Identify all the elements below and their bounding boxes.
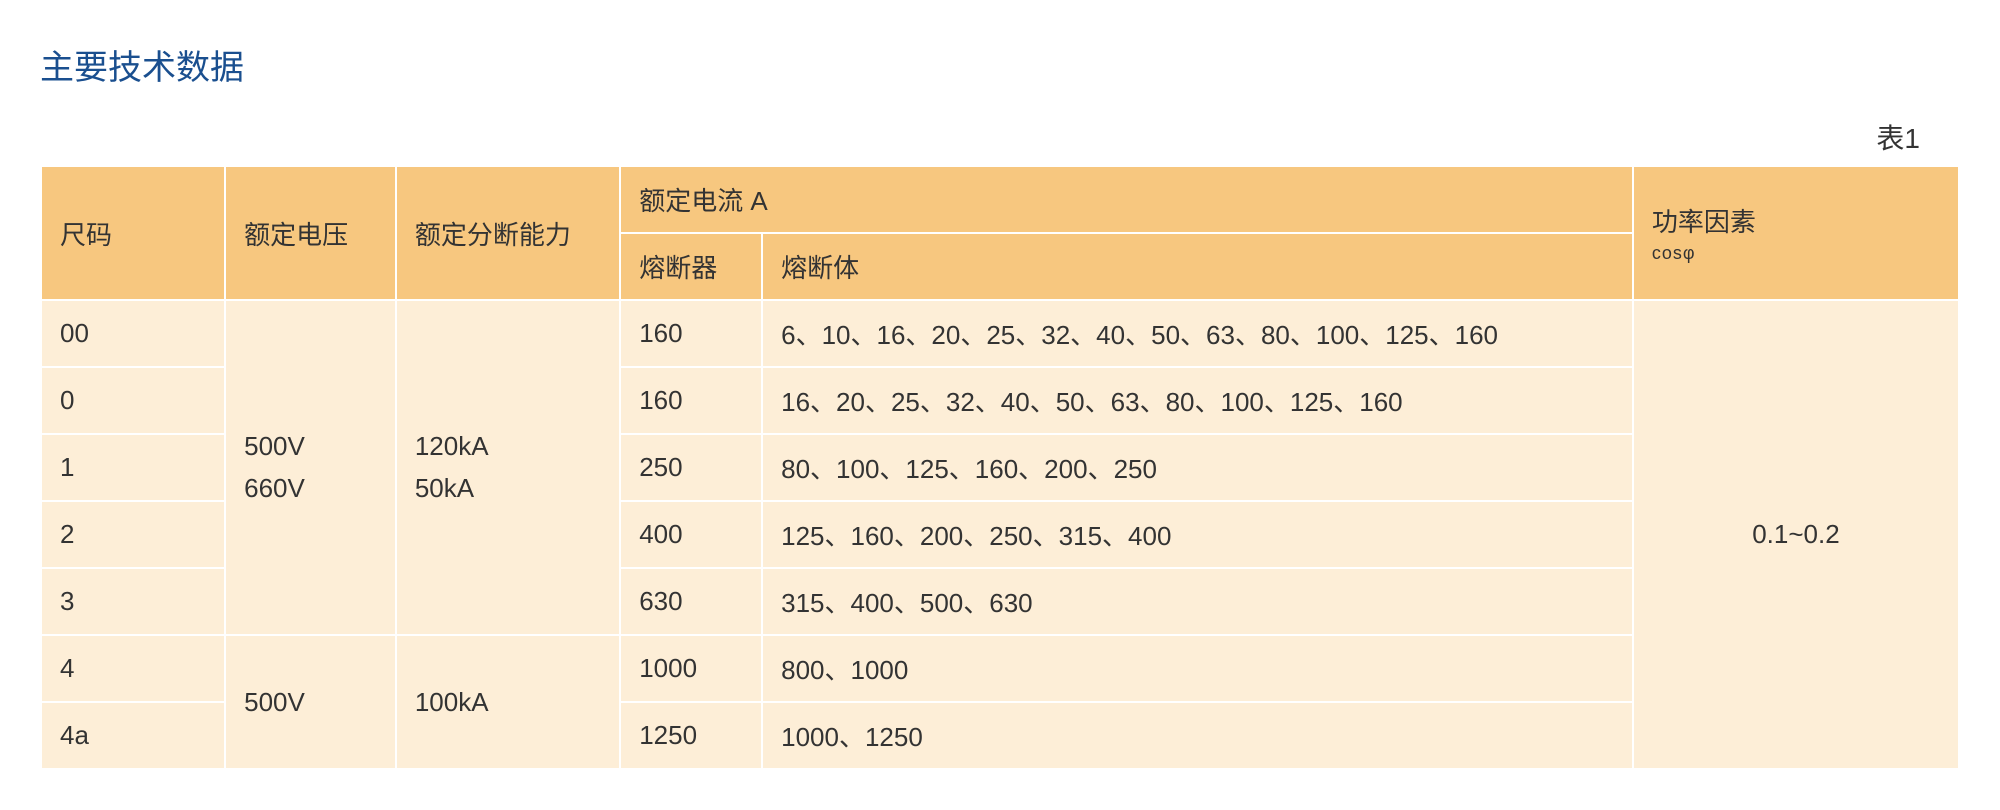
cell-fuse-body: 6、10、16、20、25、32、40、50、63、80、100、125、160 [762,300,1633,367]
th-fuse-body: 熔断体 [762,233,1633,300]
section-title: 主要技术数据 [40,40,1960,89]
cell-breaking-block2: 100kA [396,635,620,769]
cell-fuse-body: 315、400、500、630 [762,568,1633,635]
cell-fuse-body: 800、1000 [762,635,1633,702]
spec-table: 尺码 额定电压 额定分断能力 额定电流 A 功率因素 cosφ 熔断器 熔断体 … [40,165,1960,770]
cell-fuse-body: 125、160、200、250、315、400 [762,501,1633,568]
cell-fuse: 250 [620,434,762,501]
cell-size: 0 [41,367,225,434]
table-header-row-1: 尺码 额定电压 额定分断能力 额定电流 A 功率因素 cosφ [41,166,1959,233]
cell-fuse: 400 [620,501,762,568]
table-number: 表1 [40,117,1960,157]
voltage-line1: 500V [244,426,377,468]
th-current-group: 额定电流 A [620,166,1633,233]
cell-fuse-body: 1000、1250 [762,702,1633,769]
th-power-factor-label: 功率因素 [1652,207,1756,237]
cell-voltage-block2: 500V [225,635,396,769]
th-size: 尺码 [41,166,225,300]
cell-size: 1 [41,434,225,501]
cell-fuse: 160 [620,367,762,434]
cell-size: 3 [41,568,225,635]
breaking-line1: 120kA [415,426,601,468]
cell-fuse: 630 [620,568,762,635]
cell-power-factor: 0.1~0.2 [1633,300,1959,769]
th-fuse: 熔断器 [620,233,762,300]
cell-size: 4 [41,635,225,702]
cell-size: 00 [41,300,225,367]
th-voltage: 额定电压 [225,166,396,300]
voltage-line2: 660V [244,468,377,510]
cell-fuse-body: 80、100、125、160、200、250 [762,434,1633,501]
th-power-factor-sub: cosφ [1652,243,1940,264]
table-row: 00 500V 660V 120kA 50kA 160 6、10、16、20、2… [41,300,1959,367]
breaking-line2: 50kA [415,468,601,510]
cell-fuse: 1000 [620,635,762,702]
cell-fuse: 160 [620,300,762,367]
cell-voltage-block1: 500V 660V [225,300,396,635]
cell-breaking-block1: 120kA 50kA [396,300,620,635]
cell-fuse-body: 16、20、25、32、40、50、63、80、100、125、160 [762,367,1633,434]
cell-size: 4a [41,702,225,769]
th-power-factor: 功率因素 cosφ [1633,166,1959,300]
cell-fuse: 1250 [620,702,762,769]
cell-size: 2 [41,501,225,568]
th-breaking: 额定分断能力 [396,166,620,300]
